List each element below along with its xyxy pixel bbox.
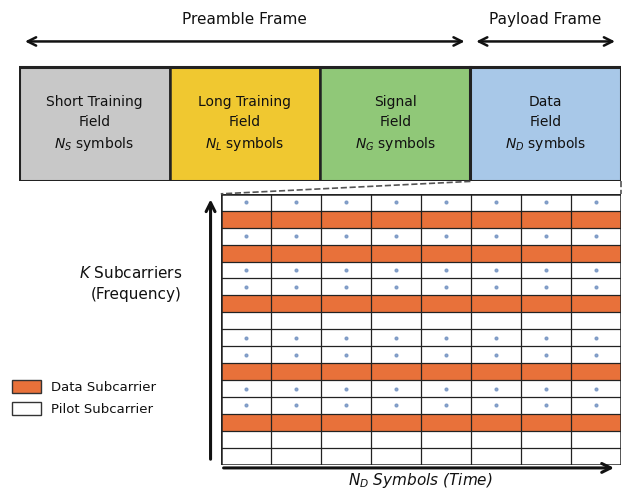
Bar — [221, 363, 621, 380]
Bar — [221, 278, 621, 295]
Legend: Data Subcarrier, Pilot Subcarrier: Data Subcarrier, Pilot Subcarrier — [6, 374, 162, 421]
Bar — [320, 67, 470, 181]
Text: $K$ Subcarriers
(Frequency): $K$ Subcarriers (Frequency) — [79, 265, 182, 302]
Bar — [221, 431, 621, 448]
Text: $N_D$ Symbols (Time): $N_D$ Symbols (Time) — [348, 471, 493, 490]
Text: Data
Field
$N_D$ symbols: Data Field $N_D$ symbols — [505, 95, 586, 153]
Bar — [221, 397, 621, 414]
Bar — [221, 448, 621, 465]
Bar — [221, 261, 621, 278]
Text: Short Training
Field
$N_S$ symbols: Short Training Field $N_S$ symbols — [46, 95, 143, 153]
Bar — [221, 414, 621, 431]
Bar — [170, 67, 320, 181]
Text: Preamble Frame: Preamble Frame — [182, 12, 307, 27]
Bar — [221, 312, 621, 329]
Bar — [221, 346, 621, 363]
Bar — [221, 245, 621, 261]
Text: Payload Frame: Payload Frame — [490, 12, 602, 27]
Bar — [221, 329, 621, 346]
Text: Long Training
Field
$N_L$ symbols: Long Training Field $N_L$ symbols — [198, 95, 291, 153]
Bar — [221, 295, 621, 312]
Bar — [470, 67, 621, 181]
Bar — [221, 211, 621, 228]
Bar — [221, 194, 621, 211]
Text: Signal
Field
$N_G$ symbols: Signal Field $N_G$ symbols — [355, 95, 436, 153]
Bar — [19, 67, 621, 181]
Bar — [19, 67, 170, 181]
Bar — [221, 380, 621, 397]
Bar — [221, 228, 621, 245]
